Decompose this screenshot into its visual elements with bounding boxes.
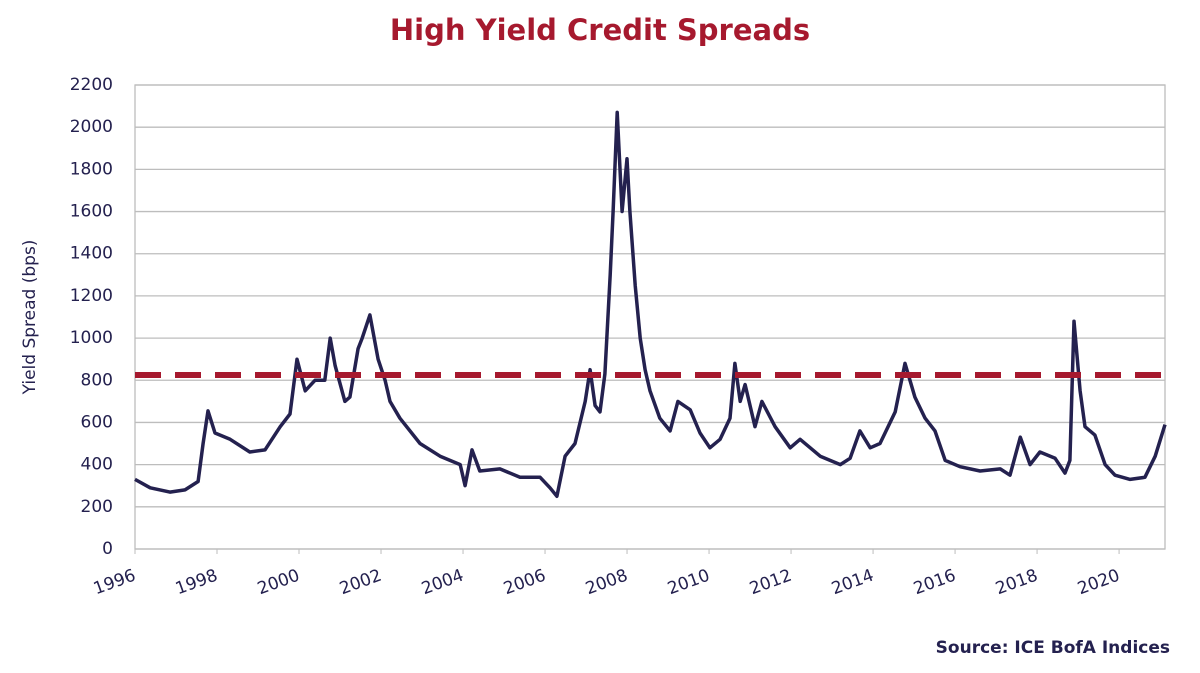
y-tick-label: 800: [81, 370, 113, 390]
x-tick-label: 1998: [173, 566, 220, 600]
y-tick-label: 600: [81, 412, 113, 432]
x-tick-label: 2020: [1075, 566, 1122, 600]
x-tick-label: 2002: [337, 566, 384, 600]
y-tick-label: 200: [81, 497, 113, 517]
y-tick-label: 2200: [70, 75, 113, 95]
x-tick-label: 2006: [501, 566, 548, 600]
y-tick-label: 2000: [70, 117, 113, 137]
x-tick-label: 2004: [419, 566, 466, 600]
y-tick-label: 1200: [70, 286, 113, 306]
data-line: [134, 110, 1167, 499]
x-tick-label: 2000: [255, 566, 302, 600]
y-tick-label: 0: [102, 539, 113, 559]
x-tick-label: 2010: [665, 566, 712, 600]
y-tick-label: 1000: [70, 328, 113, 348]
chart-title: High Yield Credit Spreads: [390, 13, 810, 47]
y-axis-label: Yield Spread (bps): [20, 240, 40, 396]
y-tick-label: 400: [81, 455, 113, 475]
y-tick-label: 1400: [70, 244, 113, 264]
x-tick-label: 2016: [911, 566, 958, 600]
plot-border: [134, 84, 1166, 550]
x-tick-label: 2018: [993, 566, 1040, 600]
x-tick-label: 2014: [829, 566, 876, 600]
y-tick-label: 1800: [70, 159, 113, 179]
source-note: Source: ICE BofA Indices: [936, 638, 1170, 658]
x-tick-label: 2012: [747, 566, 794, 600]
y-tick-label: 1600: [70, 202, 113, 222]
x-tick-label: 1996: [91, 566, 138, 600]
x-tick-label: 2008: [583, 566, 630, 600]
